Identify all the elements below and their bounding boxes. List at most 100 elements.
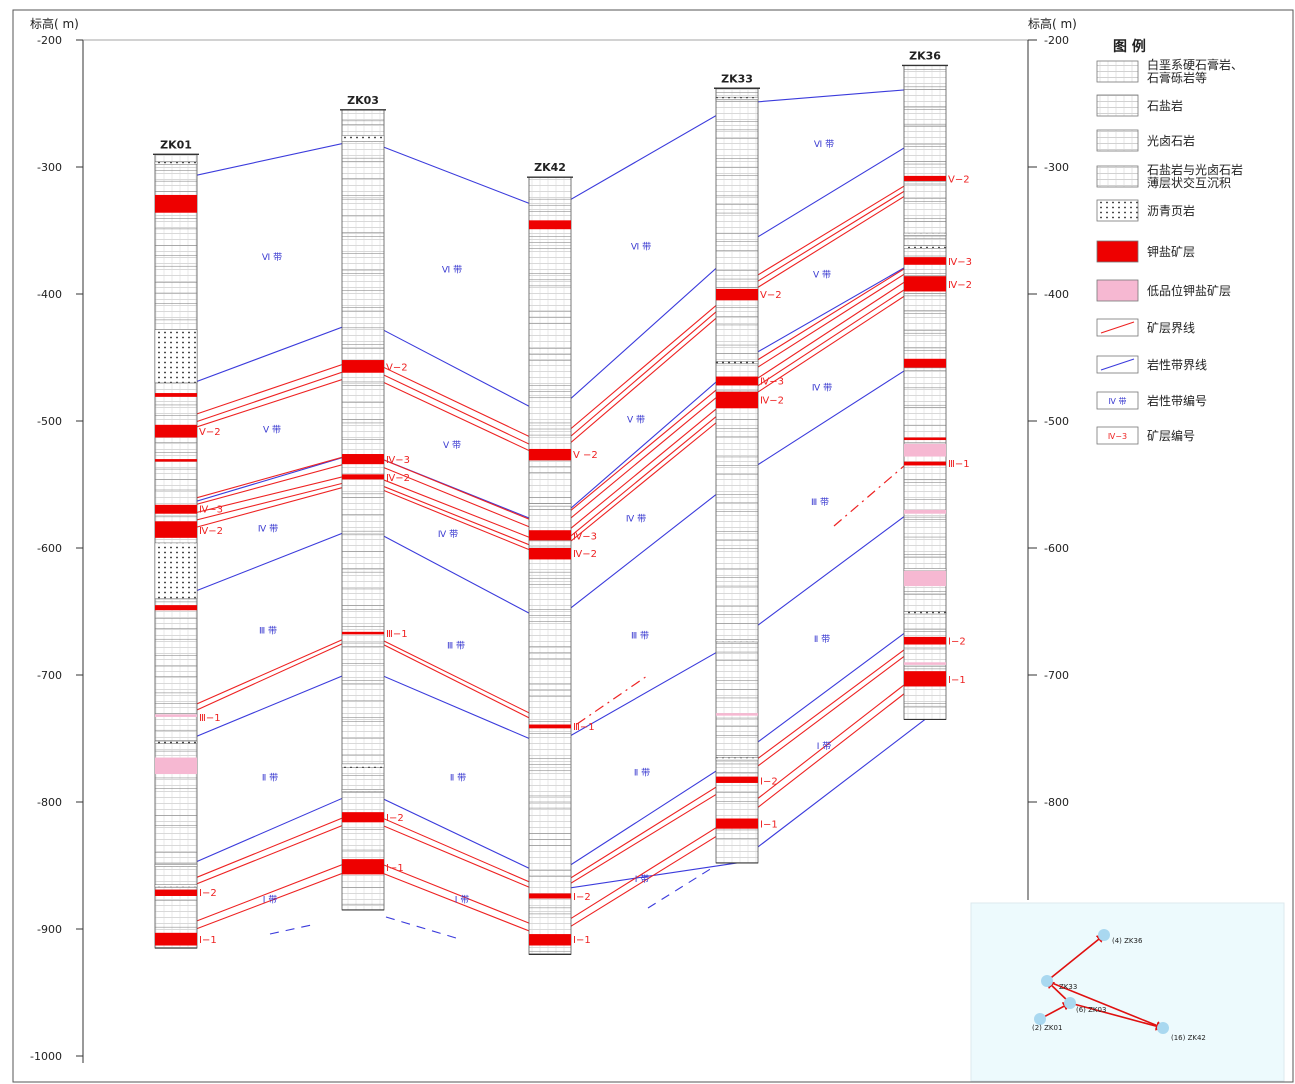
potash-ore-layer: [904, 257, 946, 265]
potash-ore-layer: [716, 818, 758, 829]
legend-swatch: [1096, 279, 1139, 302]
borehole-name: ZK01: [160, 138, 192, 151]
ore-bed-label: Ⅰ−2: [199, 888, 217, 899]
right-tick-label: -200: [1044, 34, 1069, 47]
ore-bed-label: Ⅰ−1: [199, 935, 217, 946]
shale-layer: [903, 245, 947, 249]
potash-ore-layer: [904, 358, 946, 368]
inset-borehole-label: ZK33: [1059, 983, 1077, 991]
potash-ore-layer: [904, 671, 946, 687]
ore-bed-label: Ⅳ−3: [199, 505, 223, 516]
legend-item-zonebox: Ⅳ 带 岩性带编号: [1096, 391, 1207, 410]
zone-label: Ⅴ 带: [813, 270, 831, 281]
zone-label: Ⅴ 带: [627, 414, 645, 425]
legend-item-halite: 石盐岩: [1096, 94, 1183, 117]
potash-ore-layer: [716, 288, 758, 301]
potash-ore-layer: [529, 530, 571, 541]
left-tick-label: -400: [37, 288, 62, 301]
legend-box-text: Ⅳ−3: [1108, 432, 1127, 441]
shale-layer: [715, 96, 759, 100]
zone-label: Ⅰ 带: [263, 895, 278, 906]
legend-swatch: [1096, 165, 1139, 188]
potash-ore-layer: [529, 448, 571, 461]
right-axis-label: 标高( m): [1028, 16, 1077, 31]
legend-line-sample: [1100, 358, 1135, 371]
legend-item-lowgrade: 低品位钾盐矿层: [1096, 279, 1231, 302]
potash-ore-layer: [155, 504, 197, 514]
potash-ore-layer: [342, 360, 384, 373]
left-tick-label: -600: [37, 542, 62, 555]
zone-label: Ⅳ 带: [812, 383, 832, 394]
legend-item-blueline: 岩性带界线: [1096, 355, 1207, 374]
ore-bed-label: Ⅰ−2: [573, 892, 591, 903]
potash-ore-layer: [155, 194, 197, 213]
zone-label: Ⅵ 带: [442, 265, 462, 276]
legend-label: 岩性带界线: [1147, 357, 1207, 372]
ore-bed-label: Ⅰ−1: [760, 820, 778, 831]
zone-label: Ⅵ 带: [631, 242, 651, 253]
inset-borehole-marker: [1098, 929, 1110, 941]
shale-layer: [903, 232, 947, 236]
potash-ore-layer: [529, 220, 571, 230]
ore-bed-label: Ⅳ−3: [386, 455, 410, 466]
ore-bed-label: Ⅰ−1: [573, 935, 591, 946]
potash-ore-layer: [155, 932, 197, 946]
borehole-column: [903, 65, 947, 720]
borehole-column: [715, 87, 759, 864]
borehole-location-inset: (4) ZK36 ZK33 (6) ZK03 (2) ZK01 (16) ZK42: [970, 902, 1285, 1082]
inset-borehole-label: (6) ZK03: [1076, 1006, 1106, 1014]
potash-ore-layer: [904, 636, 946, 645]
shale-layer: [715, 639, 759, 643]
low-grade-potash-layer: [716, 713, 758, 716]
ore-bed-label: Ⅰ−2: [948, 637, 966, 648]
potash-ore-layer: [529, 893, 571, 899]
right-elevation-axis: 标高( m) -200 -300 -400 -500 -600 -700 -800: [1027, 16, 1077, 900]
ore-bed-label: Ⅰ−1: [948, 675, 966, 686]
borehole-column: [341, 109, 385, 911]
ore-bed-label: Ⅳ−3: [573, 531, 597, 542]
shale-layer: [154, 884, 198, 888]
potash-ore-layer: [904, 437, 946, 441]
left-axis-label: 标高( m): [30, 16, 79, 31]
ore-bed-label: Ⅳ−2: [573, 549, 597, 560]
inset-borehole-marker: [1041, 975, 1053, 987]
right-tick-label: -700: [1044, 669, 1069, 682]
zone-label: Ⅳ 带: [626, 514, 646, 525]
zone-label: Ⅱ 带: [634, 768, 650, 779]
legend-line-sample: [1100, 321, 1135, 334]
legend-swatch: [1096, 129, 1139, 152]
zone-label: Ⅳ 带: [258, 524, 278, 535]
lithologic-zone-labels: Ⅵ 带 Ⅵ 带 Ⅵ 带 Ⅵ 带 Ⅴ 带 Ⅴ 带 Ⅴ 带 Ⅴ 带 Ⅳ 带 Ⅳ 带 Ⅳ 带 Ⅳ 带 Ⅲ 带 Ⅲ…: [258, 139, 834, 906]
shale-layer: [154, 740, 198, 744]
legend-label: 岩性带编号: [1147, 393, 1207, 408]
zone-label: Ⅴ 带: [263, 425, 281, 436]
potash-ore-layer: [342, 859, 384, 875]
zone-label: Ⅵ 带: [262, 252, 282, 263]
legend-swatch: [1096, 426, 1139, 445]
figure-frame: [12, 9, 1294, 1083]
shale-layer: [903, 568, 947, 572]
shale-layer: [154, 329, 198, 384]
borehole-zk01: ZK01 Ⅴ−2 Ⅳ−3 Ⅳ−2 Ⅲ−1 Ⅰ−2 Ⅰ−1: [153, 138, 223, 949]
zone-label: Ⅵ 带: [814, 139, 834, 150]
inset-borehole-label: (16) ZK42: [1171, 1034, 1206, 1042]
low-grade-potash-layer: [904, 509, 946, 514]
zone-label: Ⅱ 带: [262, 773, 278, 784]
zone-label: Ⅰ 带: [817, 741, 832, 752]
inset-borehole-marker: [1034, 1013, 1046, 1025]
inset-arrow: [1046, 980, 1165, 1030]
potash-ore-layer: [904, 175, 946, 181]
zone-label: Ⅲ 带: [447, 641, 465, 652]
borehole-columns: ZK01 Ⅴ−2 Ⅳ−3 Ⅳ−2 Ⅲ−1 Ⅰ−2 Ⅰ−1 ZK03 Ⅴ−2 Ⅳ−3 Ⅳ−2 Ⅲ−1 Ⅰ−…: [153, 49, 972, 956]
shale-layer: [341, 763, 385, 768]
shale-layer: [154, 161, 198, 165]
legend-item-carnallite: 光卤石岩: [1096, 129, 1195, 152]
borehole-name: ZK33: [721, 72, 753, 85]
ore-bed-label: Ⅰ−2: [386, 813, 404, 824]
ore-bed-label: Ⅴ−2: [760, 290, 782, 301]
legend-item-orebox: Ⅳ−3 矿层编号: [1096, 426, 1195, 445]
ore-bed-label: Ⅲ−1: [948, 459, 970, 470]
potash-ore-layer: [529, 724, 571, 729]
borehole-zk03: ZK03 Ⅴ−2 Ⅳ−3 Ⅳ−2 Ⅲ−1 Ⅰ−2 Ⅰ−1: [340, 94, 410, 911]
